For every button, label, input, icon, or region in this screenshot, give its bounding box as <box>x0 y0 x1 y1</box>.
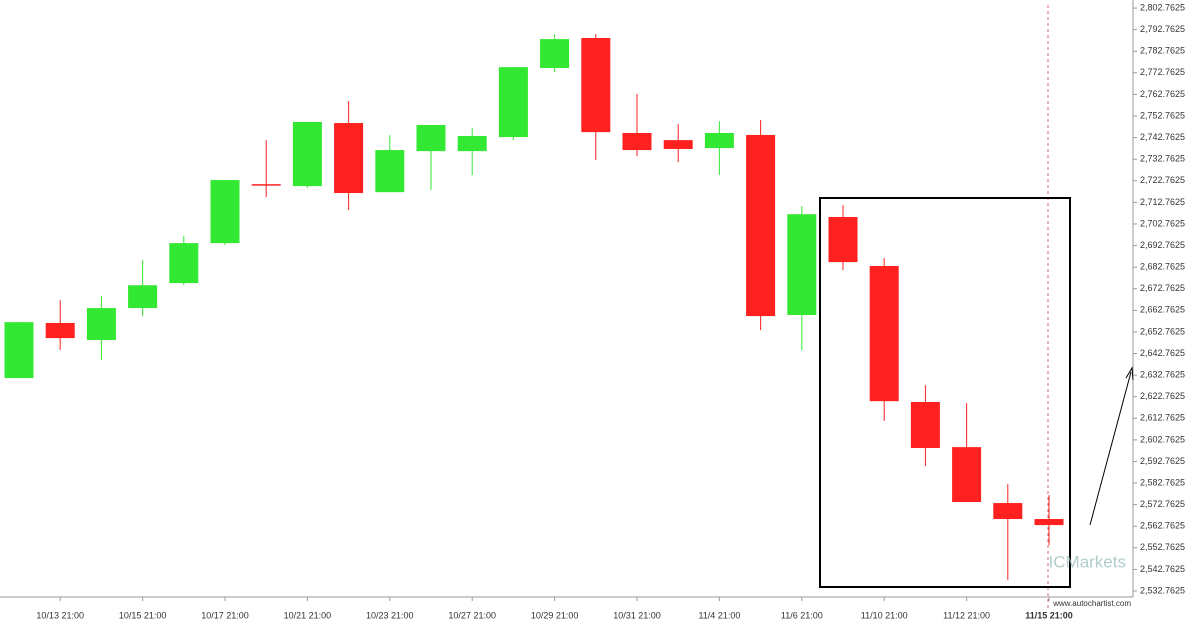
candle-body <box>498 67 528 138</box>
y-tick-label: 2,642.7625 <box>1140 348 1185 358</box>
candle-body <box>375 150 405 193</box>
x-tick-label: 11/15 21:00 <box>1025 610 1073 620</box>
y-tick-label: 2,582.7625 <box>1140 477 1185 487</box>
watermark: ICMarkets <box>1049 552 1126 571</box>
candle-body <box>128 285 158 309</box>
y-tick-label: 2,712.7625 <box>1140 197 1185 207</box>
y-tick-label: 2,762.7625 <box>1140 89 1185 99</box>
x-tick-label: 11/6 21:00 <box>781 610 823 620</box>
y-tick-label: 2,802.7625 <box>1140 2 1185 12</box>
y-tick-label: 2,672.7625 <box>1140 283 1185 293</box>
x-tick-label: 11/12 21:00 <box>943 610 990 620</box>
candle-body <box>828 216 858 263</box>
candle-body <box>581 37 611 133</box>
candle-body <box>169 243 199 284</box>
y-tick-label: 2,632.7625 <box>1140 369 1185 379</box>
y-tick-label: 2,652.7625 <box>1140 326 1185 336</box>
x-tick-label: 11/10 21:00 <box>861 610 908 620</box>
forecast-arrow <box>1089 371 1132 526</box>
x-tick-label: 10/13 21:00 <box>36 610 84 620</box>
pattern-box <box>819 197 1071 588</box>
y-tick-label: 2,562.7625 <box>1140 521 1185 531</box>
candle-body <box>251 184 281 186</box>
y-tick-label: 2,662.7625 <box>1140 305 1185 315</box>
candle-body <box>457 136 487 152</box>
y-tick-label: 2,742.7625 <box>1140 132 1185 142</box>
candle-body <box>86 308 116 341</box>
x-tick-label: 10/27 21:00 <box>448 610 496 620</box>
y-tick-label: 2,592.7625 <box>1140 456 1185 466</box>
y-tick-label: 2,552.7625 <box>1140 542 1185 552</box>
y-tick-label: 2,782.7625 <box>1140 46 1185 56</box>
candle-body <box>4 322 34 379</box>
candle-body <box>292 121 322 187</box>
candle-body <box>416 125 446 152</box>
candle-body <box>210 180 240 244</box>
y-tick-label: 2,602.7625 <box>1140 434 1185 444</box>
y-tick-label: 2,682.7625 <box>1140 262 1185 272</box>
y-tick-label: 2,612.7625 <box>1140 413 1185 423</box>
x-tick-label: 10/29 21:00 <box>531 610 579 620</box>
y-tick-label: 2,572.7625 <box>1140 499 1185 509</box>
candle-body <box>787 214 817 316</box>
candle-body <box>704 132 734 149</box>
candle-body <box>540 39 570 69</box>
candle-body <box>622 132 652 151</box>
x-tick-label: 10/17 21:00 <box>201 610 249 620</box>
x-tick-label: 10/23 21:00 <box>366 610 414 620</box>
arrow-head <box>1125 366 1134 381</box>
candle-body <box>952 447 982 502</box>
x-tick-label: 10/21 21:00 <box>284 610 332 620</box>
candle-body <box>663 140 693 149</box>
candle-body <box>869 265 899 402</box>
y-tick-label: 2,622.7625 <box>1140 391 1185 401</box>
candle-body <box>334 123 364 194</box>
candle-body <box>746 134 776 317</box>
y-tick-label: 2,532.7625 <box>1140 585 1185 595</box>
y-tick-label: 2,692.7625 <box>1140 240 1185 250</box>
y-tick-label: 2,792.7625 <box>1140 24 1185 34</box>
candle-body <box>910 402 940 449</box>
candle-body <box>45 322 75 339</box>
candle-body <box>993 503 1023 520</box>
y-tick-label: 2,722.7625 <box>1140 175 1185 185</box>
y-tick-label: 2,752.7625 <box>1140 110 1185 120</box>
x-tick-label: 10/15 21:00 <box>119 610 167 620</box>
x-tick-label: 11/4 21:00 <box>698 610 740 620</box>
y-tick-label: 2,702.7625 <box>1140 218 1185 228</box>
x-tick-label: 10/31 21:00 <box>613 610 661 620</box>
y-tick-label: 2,732.7625 <box>1140 154 1185 164</box>
source-label: www.autochartist.com <box>1052 599 1131 608</box>
candle-body <box>1034 519 1064 526</box>
y-tick-label: 2,542.7625 <box>1140 564 1185 574</box>
y-tick-label: 2,772.7625 <box>1140 67 1185 77</box>
